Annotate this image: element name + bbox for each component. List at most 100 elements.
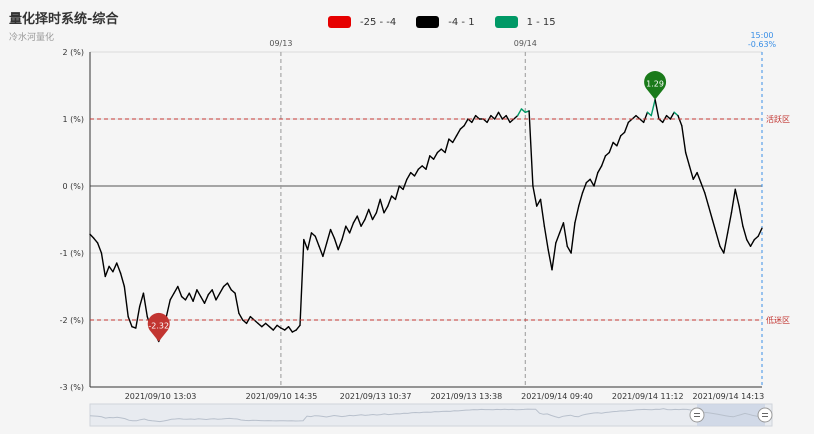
series-segment — [211, 289, 217, 301]
series-segment — [200, 295, 206, 304]
x-tick-label: 2021/09/13 10:37 — [340, 392, 412, 401]
series-segment — [242, 319, 248, 325]
zoom-track — [89, 403, 773, 427]
series-segment — [379, 198, 385, 214]
legend-label-low: -25 - -4 — [360, 16, 397, 28]
series-segment — [116, 262, 122, 274]
zoom-handle-right[interactable] — [757, 407, 773, 423]
legend-item-high[interactable]: 1 - 15 — [494, 16, 556, 28]
series-segment — [597, 165, 603, 174]
series-segment — [726, 212, 733, 234]
legend-label-high: 1 - 15 — [526, 16, 556, 28]
series-segment — [528, 110, 534, 187]
series-segment — [417, 165, 423, 170]
series-segment — [238, 312, 244, 321]
series-segment — [364, 208, 370, 221]
series-segment — [490, 114, 496, 120]
series-segment — [314, 235, 320, 248]
series-line[interactable] — [89, 98, 763, 343]
legend-item-low[interactable]: -25 - -4 — [328, 16, 396, 28]
series-segment — [566, 245, 572, 254]
series-segment — [555, 232, 561, 244]
series-segment — [658, 118, 664, 124]
series-segment — [222, 282, 229, 288]
series-segment — [520, 108, 526, 114]
y-tick-label: 2 (%) — [63, 48, 84, 57]
series-segment — [684, 151, 691, 167]
series-segment — [753, 235, 759, 241]
marker-pin-min — [147, 312, 170, 342]
series-segment — [467, 118, 473, 124]
series-segment — [230, 289, 236, 294]
zoom-preview-line — [89, 408, 773, 423]
series-segment — [505, 114, 511, 124]
day-divider-label: 09/13 — [269, 39, 292, 48]
legend: -25 - -4 -4 - 1 1 - 15 — [328, 16, 576, 28]
series-segment — [425, 155, 431, 170]
series-segment — [589, 178, 595, 187]
series-segment — [303, 238, 309, 251]
series-segment — [348, 222, 355, 234]
zoom-handle-left[interactable] — [689, 407, 705, 423]
legend-swatch-red — [328, 16, 351, 28]
series-segment — [627, 118, 633, 124]
series-segment — [696, 171, 702, 184]
series-segment — [459, 124, 465, 130]
x-tick-label: 2021/09/10 13:03 — [125, 392, 197, 401]
series-segment — [93, 237, 99, 244]
series-segment — [421, 165, 427, 170]
series-segment — [623, 121, 630, 134]
series-segment — [711, 218, 717, 234]
series-segment — [249, 315, 255, 321]
series-segment — [509, 118, 515, 124]
series-segment — [398, 185, 404, 191]
series-segment — [581, 181, 588, 194]
series-segment — [253, 319, 259, 325]
series-segment — [123, 285, 129, 318]
series-segment — [639, 118, 645, 124]
series-segment — [413, 168, 420, 177]
series-segment — [547, 248, 553, 271]
series-segment — [287, 326, 294, 333]
data-zoom[interactable] — [89, 403, 773, 427]
series-segment — [169, 292, 175, 301]
series-segment — [646, 111, 652, 117]
series-segment — [734, 188, 740, 207]
series-segment — [494, 111, 500, 120]
y-tick-label: 0 (%) — [63, 182, 84, 191]
series-segment — [543, 225, 549, 251]
mark-line-label: 活跃区 — [766, 114, 790, 124]
series-segment — [295, 324, 301, 331]
series-segment — [474, 114, 481, 120]
series-segment — [390, 195, 397, 201]
series-segment — [104, 265, 110, 278]
series-segment — [272, 324, 278, 331]
series-segment — [341, 225, 347, 241]
series-segment — [570, 222, 576, 254]
series-segment — [284, 326, 290, 331]
series-segment — [268, 326, 274, 331]
series-segment — [562, 222, 568, 248]
series-segment — [352, 215, 358, 224]
legend-label-mid: -4 - 1 — [448, 16, 475, 28]
series-segment — [280, 327, 286, 331]
series-segment — [650, 98, 656, 117]
series-segment — [455, 128, 462, 137]
y-tick-label: -3 (%) — [60, 383, 84, 392]
series-segment — [322, 242, 328, 258]
series-segment — [497, 111, 504, 120]
series-segment — [337, 238, 343, 251]
series-segment — [738, 205, 744, 227]
series-segment — [96, 242, 103, 254]
series-segment — [700, 181, 706, 194]
current-time: 15:00 — [750, 31, 773, 40]
series-segment — [532, 185, 538, 207]
series-segment — [226, 282, 232, 291]
legend-item-mid[interactable]: -4 - 1 — [416, 16, 475, 28]
series-segment — [536, 198, 542, 207]
series-segment — [749, 238, 756, 248]
series-segment — [574, 205, 580, 224]
series-segment — [135, 305, 141, 329]
series-segment — [715, 232, 721, 248]
